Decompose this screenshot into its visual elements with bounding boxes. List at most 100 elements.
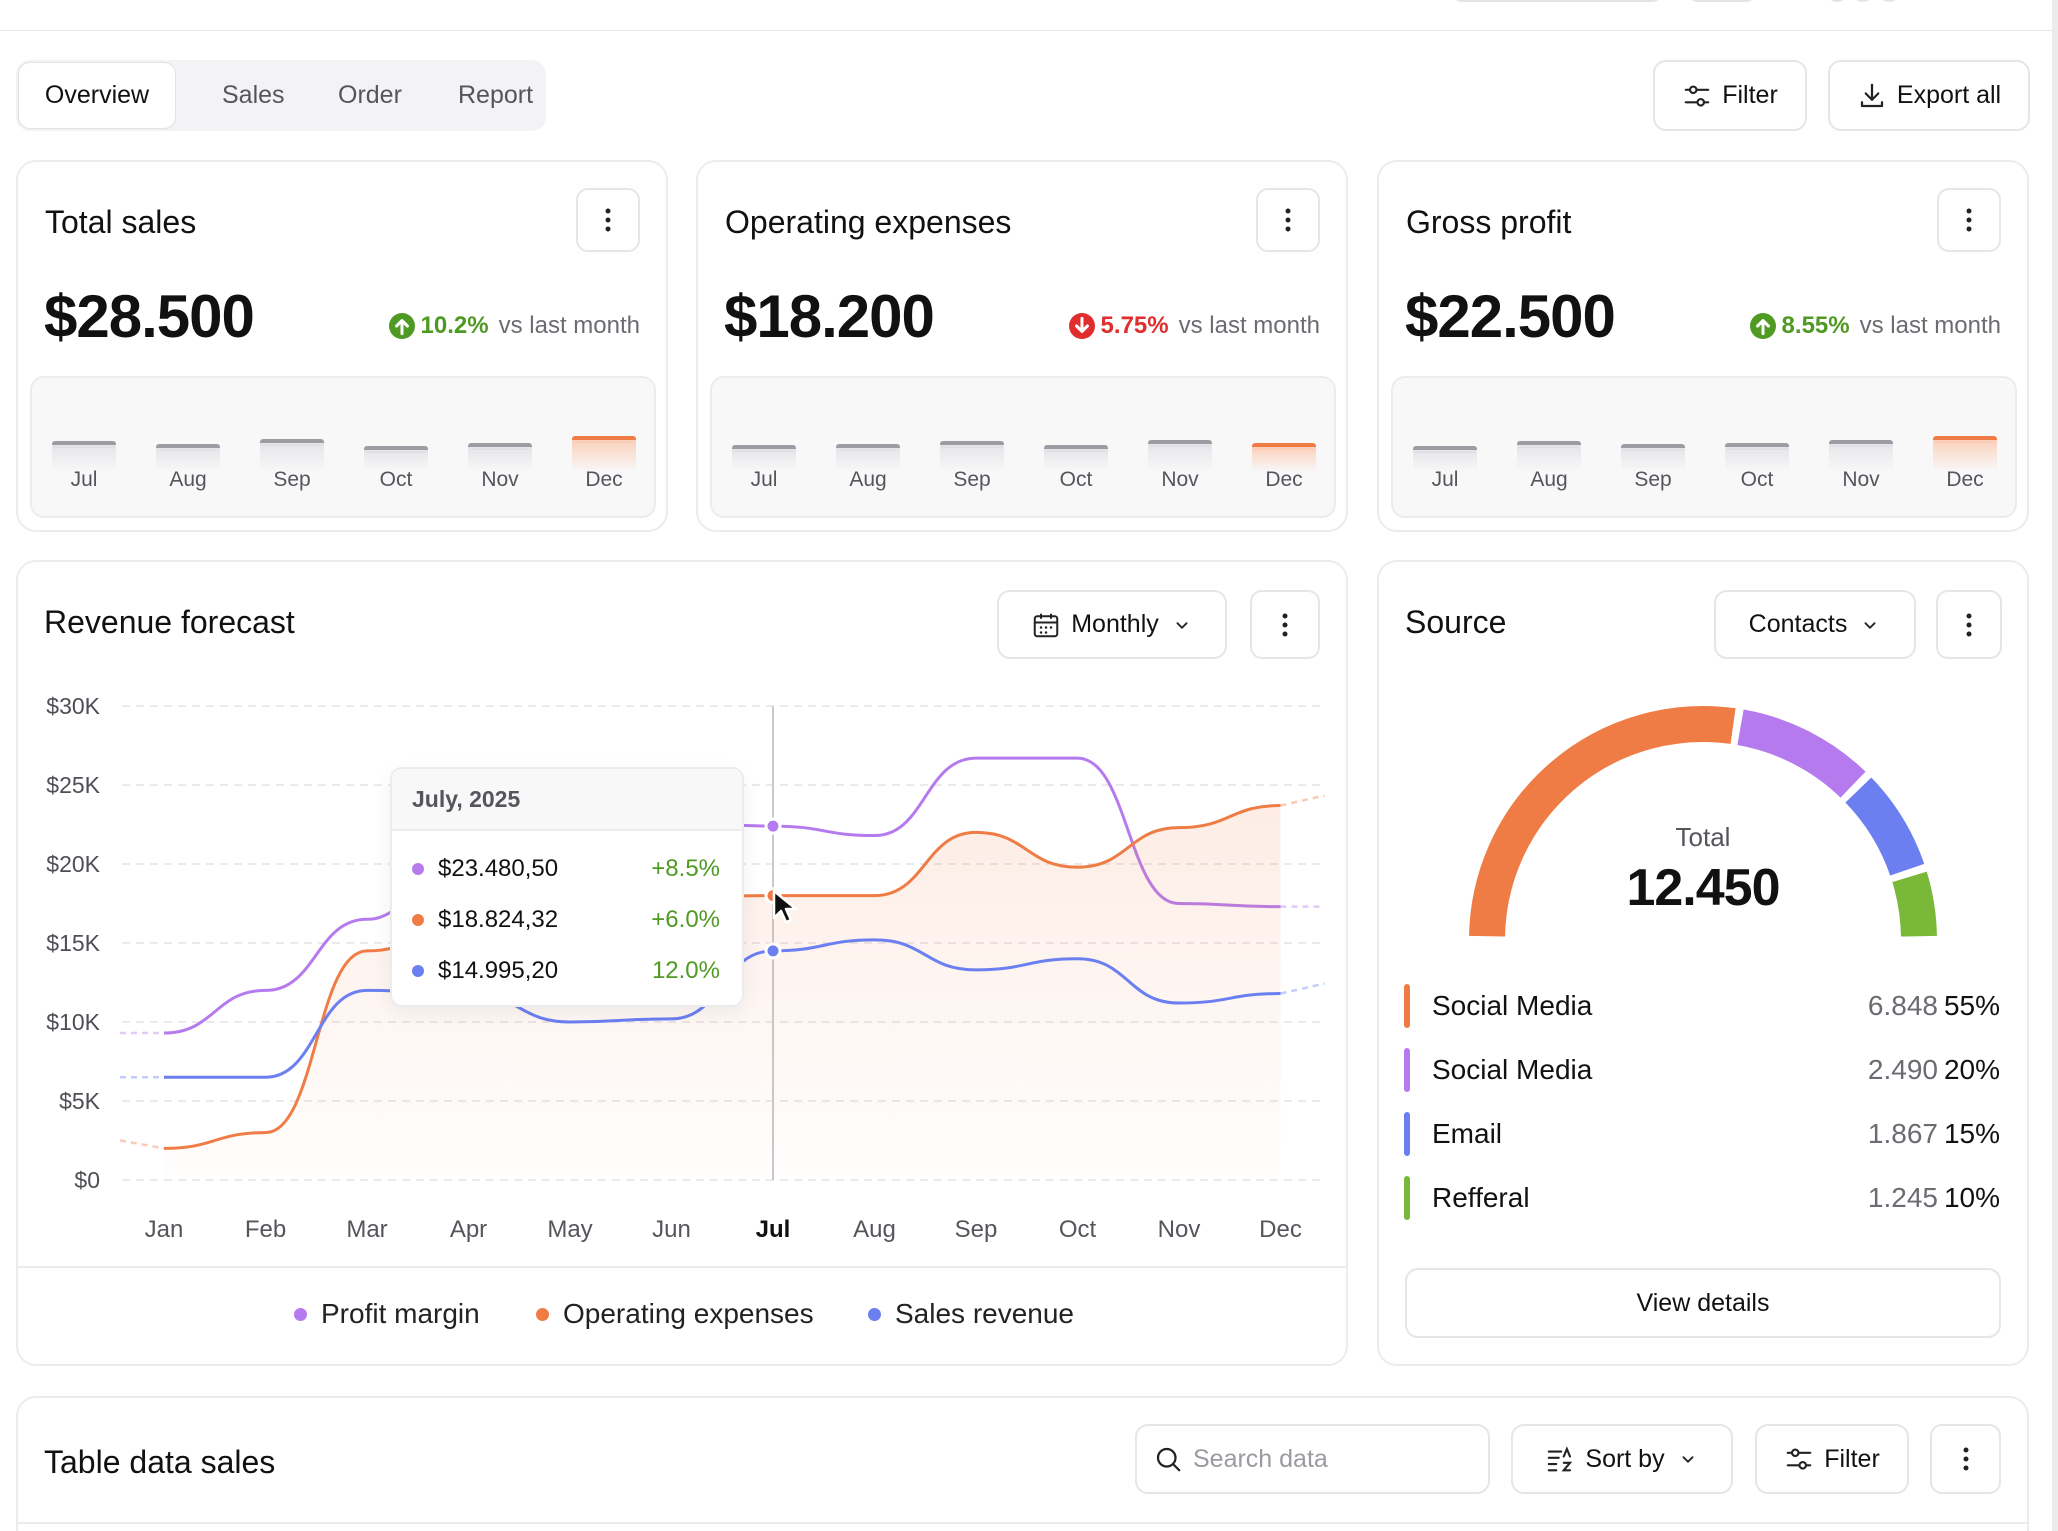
hover-point[interactable] [764,942,782,960]
source-percent: 15% [1943,1118,2000,1149]
kpi-more-button[interactable] [1256,188,1320,252]
mini-bar [1829,439,1893,472]
mini-bar-label: Nov [481,468,519,491]
kpi-delta: 10.2% vs last month [388,312,640,340]
mini-bar-label: Sep [1634,468,1672,491]
x-tick-label: Oct [1059,1216,1097,1243]
kpi-value: $28.500 [44,283,255,350]
scrollbar[interactable] [2052,0,2058,1531]
tab-overview[interactable]: Overview [18,62,176,129]
more-vertical-icon [1963,1447,1968,1471]
y-tick-label: $15K [46,930,100,956]
filter-button-label: Filter [1722,81,1778,109]
kpi-card-operating-expenses: Operating expenses $18.200 5.75% vs last mo… [696,160,1348,532]
search-icon [1156,1447,1181,1472]
source-card [1377,560,2029,1366]
source-row: Email 1.867 15% [1404,1112,2000,1156]
tooltip-title: July, 2025 [392,769,742,831]
tooltip-change: +8.5% [651,855,720,882]
view-details-button[interactable]: View details [1405,1268,2001,1338]
tooltip-change: +6.0% [651,906,720,933]
mini-bar [364,445,428,472]
tooltip-value: $18.824,32 [438,906,559,933]
top-search-edge[interactable] [1452,0,1662,2]
gauge-segment[interactable] [1737,709,1866,798]
legend-item-profit-margin[interactable]: Profit margin [294,1298,480,1330]
series-extension [1280,982,1325,995]
top-button-edge[interactable] [1688,0,1756,2]
sort-icon [1548,1446,1573,1472]
source-color-bar [1404,1176,1410,1220]
tooltip-value: $23.480,50 [438,855,559,882]
x-tick-label: Jul [756,1216,791,1243]
source-dropdown[interactable]: Contacts [1714,590,1916,659]
kpi-delta-compare: vs last month [1859,312,2001,339]
source-more-button[interactable] [1936,590,2002,659]
search-input[interactable]: Search data [1135,1424,1490,1494]
tab-order[interactable]: Order [338,81,402,109]
kpi-delta-percent: 8.55% [1781,312,1850,339]
avatar[interactable] [1852,0,1874,2]
mini-bar [836,443,900,472]
x-tick-label: Sep [955,1216,998,1243]
mini-bar [1413,446,1477,472]
mini-bar [940,441,1004,472]
hover-point[interactable] [764,817,782,835]
tab-sales[interactable]: Sales [222,81,285,109]
chevron-down-icon [1682,1456,1694,1464]
mini-bar [52,441,116,472]
source-percent: 20% [1943,1054,2000,1085]
export-all-button[interactable]: Export all [1828,60,2030,131]
tooltip-dot [412,965,424,977]
y-tick-label: $30K [46,693,100,719]
chevron-down-icon [1864,621,1876,629]
legend-item-operating-expenses[interactable]: Operating expenses [536,1298,814,1330]
mini-bar [1252,442,1316,472]
source-color-bar [1404,1112,1410,1156]
sort-by-button[interactable]: Sort by [1511,1424,1733,1494]
mini-bar-label: Sep [273,468,311,491]
gauge-segment[interactable] [1469,706,1736,937]
kpi-value: $18.200 [724,283,935,350]
revenue-forecast-chart: $0 $5K $10K $15K $20K $25K $30K Jan Feb Mar Apr May… [46,693,1325,1243]
kpi-mini-chart: Jul Aug Sep Oct Nov Dec [30,376,656,518]
legend-item-sales-revenue[interactable]: Sales revenue [868,1298,1074,1330]
mini-bar-label: Jul [1431,468,1459,491]
table-header-divider [16,1522,2029,1524]
source-percent: 55% [1943,990,2000,1021]
source-name: Social Media [1432,990,1593,1021]
mini-bar-label: Nov [1842,468,1880,491]
x-tick-label: Dec [1259,1216,1302,1243]
more-vertical-icon [605,208,611,232]
y-tick-label: $20K [46,851,100,877]
forecast-more-button[interactable] [1250,590,1320,659]
arrow-up-circle-icon [1749,313,1776,339]
gauge-segment[interactable] [1892,871,1937,937]
period-dropdown[interactable]: Monthly [997,590,1227,659]
x-tick-label: Aug [853,1216,896,1243]
kpi-more-button[interactable] [576,188,640,252]
mini-bar-label: Aug [849,468,887,491]
gauge-segment[interactable] [1845,777,1925,876]
avatar[interactable] [1826,0,1848,2]
kpi-more-button[interactable] [1937,188,2001,252]
avatar[interactable] [1878,0,1900,2]
filter-icon [1786,1448,1812,1470]
mini-bar-label: Dec [585,468,623,491]
kpi-title: Operating expenses [725,204,1012,240]
kpi-delta: 8.55% vs last month [1749,312,2001,340]
filter-button[interactable]: Filter [1653,60,1807,131]
tab-report[interactable]: Report [458,81,534,109]
source-color-bar [1404,1048,1410,1092]
source-name: Social Media [1432,1054,1593,1085]
table-filter-button[interactable]: Filter [1755,1424,1909,1494]
source-percent: 10% [1943,1182,2000,1213]
mini-bar-label: Oct [1740,468,1774,491]
more-vertical-icon [1966,613,1972,636]
revenue-forecast-title: Revenue forecast [44,604,295,640]
tooltip-value: $14.995,20 [438,957,559,984]
source-gauge [1469,706,1937,937]
kpi-delta: 5.75% vs last month [1068,312,1320,340]
table-more-button[interactable] [1930,1424,2001,1494]
gauge-total-label: Total [1675,822,1731,852]
